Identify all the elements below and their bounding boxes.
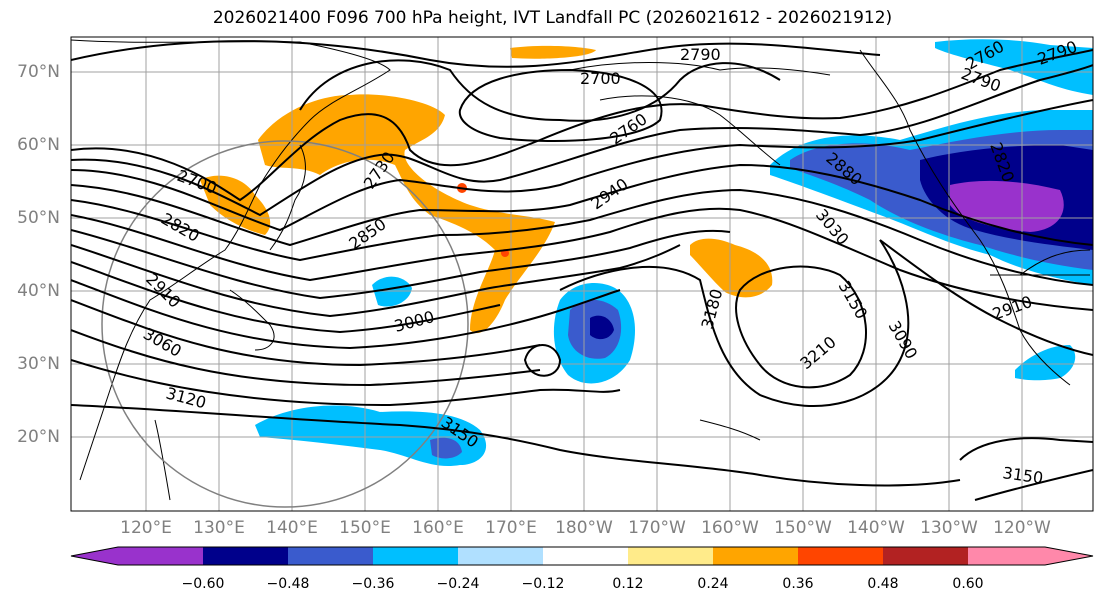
colorbar-tick-label: 0.36 (782, 576, 814, 592)
contour-line (71, 404, 961, 487)
contour-label: 2700 (580, 69, 621, 88)
ivt-negative-area (590, 315, 614, 340)
colorbar-segment (373, 547, 458, 565)
lon-label: 160°E (412, 518, 464, 538)
colorbar-tick-label: 0.48 (867, 576, 899, 592)
contour-line (458, 68, 663, 142)
lon-label: 170°W (628, 518, 686, 538)
colorbar-segment (118, 547, 203, 565)
ivt-positive-area (258, 94, 555, 334)
ivt-negative-area (1015, 345, 1076, 381)
lon-label: 150°W (774, 518, 832, 538)
contour-label: 2790 (680, 45, 721, 64)
contour-line (71, 299, 541, 367)
colorbar-tick-label: −0.36 (351, 576, 395, 592)
colorbar-segment (713, 547, 798, 565)
contour-line (71, 49, 1093, 202)
lon-label: 140°E (266, 518, 318, 538)
lat-label: 40°N (17, 281, 60, 301)
contour-line (735, 265, 867, 389)
colorbar-tick-label: −0.48 (266, 576, 310, 592)
contour-line (71, 207, 1093, 311)
colorbar-segment (458, 547, 543, 565)
height-contours (71, 40, 1093, 501)
colorbar-segment (883, 547, 968, 565)
contour-line (71, 279, 621, 350)
colorbar-segment (628, 547, 713, 565)
colorbar-segment (543, 547, 628, 565)
lat-label: 70°N (17, 62, 60, 82)
contour-line (71, 163, 1093, 247)
colorbar-tick-label: −0.24 (436, 576, 480, 592)
lon-label: 180°W (555, 518, 613, 538)
colorbar-tick-label: 0.12 (612, 576, 644, 592)
lat-label: 20°N (17, 427, 60, 447)
lon-label: 130°E (193, 518, 245, 538)
lon-label: 140°W (847, 518, 905, 538)
contour-line (71, 359, 621, 407)
lon-label: 130°W (920, 518, 978, 538)
lon-label: 120°W (993, 518, 1051, 538)
lat-label: 30°N (17, 354, 60, 374)
colorbar-tick-label: 0.60 (952, 576, 984, 592)
lat-label: 50°N (17, 208, 60, 228)
lon-label: 150°E (339, 518, 391, 538)
ivt-positive-area (690, 238, 773, 298)
contour-line (71, 99, 1093, 232)
ivt-negative-area (372, 276, 412, 307)
colorbar-outline (70, 546, 1094, 566)
ivt-shading (200, 39, 1093, 467)
lon-label: 120°E (120, 518, 172, 538)
contour-line (523, 344, 562, 377)
colorbar (70, 546, 1094, 566)
contour-line (879, 239, 1093, 356)
contour-line (71, 261, 501, 334)
lon-label: 170°E (485, 518, 537, 538)
colorbar-segment (288, 547, 373, 565)
map-frame (70, 36, 1094, 512)
map-title: 2026021400 F096 700 hPa height, IVT Land… (212, 8, 893, 28)
contour-line (559, 239, 910, 407)
contour-line (71, 64, 1093, 217)
contour-line (71, 244, 681, 318)
colorbar-tick-label: −0.60 (181, 576, 225, 592)
contour-line (71, 40, 881, 68)
lon-label: 160°W (701, 518, 759, 538)
colorbar-segment (968, 547, 1045, 565)
lat-label: 60°N (17, 135, 60, 155)
contour-line (71, 229, 731, 300)
ivt-negative-area (950, 180, 1064, 232)
landfall-region-circle (101, 140, 469, 508)
colorbar-lower-extension (71, 547, 118, 565)
colorbar-tick-label: 0.24 (697, 576, 729, 592)
contour-line (959, 437, 1093, 461)
colorbar-tick-label: −0.12 (521, 576, 565, 592)
contour-line (71, 329, 541, 387)
colorbar-segment (203, 547, 288, 565)
colorbar-upper-extension (1045, 547, 1093, 565)
colorbar-segment (798, 547, 883, 565)
contour-line (299, 59, 781, 122)
contour-line (974, 469, 1093, 501)
ivt-positive-area (510, 45, 596, 59)
graticule (71, 37, 1093, 511)
contour-line (71, 188, 1093, 286)
